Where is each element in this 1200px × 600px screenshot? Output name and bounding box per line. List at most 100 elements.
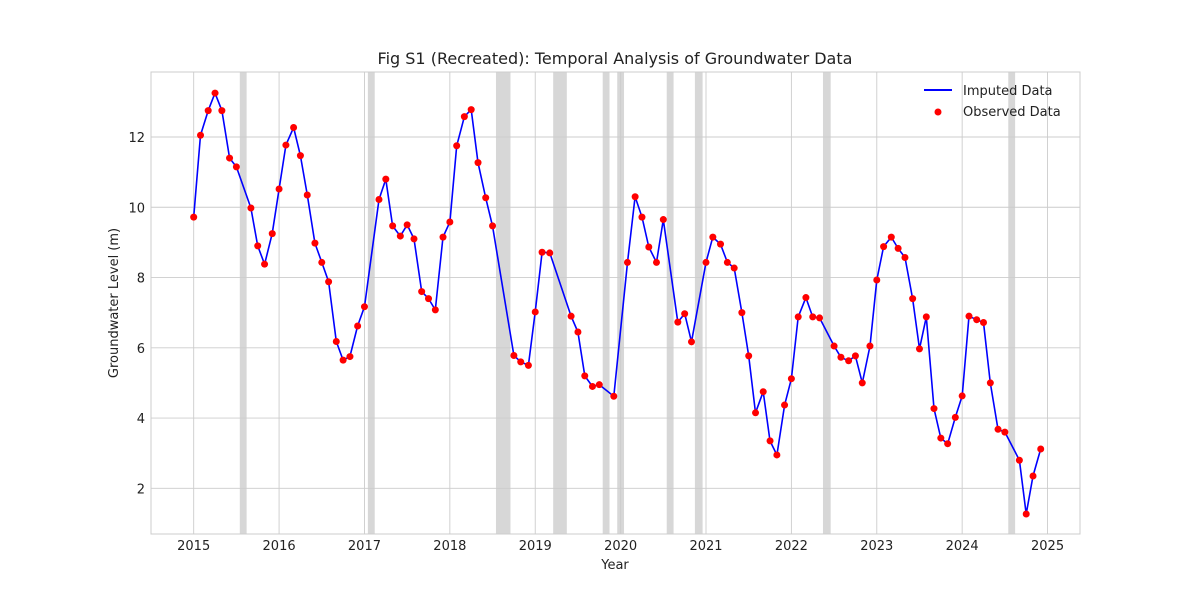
observed-point-68	[745, 352, 753, 360]
observed-point-90	[909, 295, 917, 303]
observed-point-84	[866, 342, 874, 350]
observed-point-77	[809, 313, 817, 321]
observed-point-82	[851, 352, 859, 360]
observed-point-4	[218, 107, 226, 115]
observed-point-104	[1015, 456, 1023, 464]
observed-point-95	[944, 440, 952, 448]
plot-frame	[150, 71, 1081, 535]
observed-point-22	[354, 322, 362, 330]
observed-point-74	[787, 375, 795, 383]
observed-point-106	[1029, 472, 1037, 480]
x-tick-label: 2022	[775, 539, 808, 554]
observed-point-62	[702, 258, 710, 266]
observed-point-48	[574, 328, 582, 336]
observed-point-87	[887, 233, 895, 241]
y-axis-label: Groundwater Level (m)	[107, 228, 122, 378]
missing-period-1	[367, 72, 375, 534]
observed-point-47	[567, 312, 575, 320]
observed-point-23	[360, 303, 368, 311]
legend: Imputed Data Observed Data	[924, 84, 1061, 120]
y-tick-label: 8	[137, 272, 145, 287]
observed-point-27	[396, 232, 404, 240]
observed-point-57	[652, 258, 660, 266]
observed-point-64	[717, 240, 725, 248]
observed-point-43	[524, 361, 532, 369]
observed-point-65	[723, 258, 731, 266]
observed-point-49	[581, 372, 589, 380]
observed-point-40	[489, 222, 497, 230]
axes: 2015 2016 2017 2018 2019 2020 2021 2022 2023 2024…	[128, 71, 1081, 554]
observed-point-19	[332, 337, 340, 345]
observed-point-45	[538, 248, 546, 256]
observed-point-15	[303, 191, 311, 199]
observed-point-81	[845, 357, 853, 365]
observed-point-54	[631, 193, 639, 201]
observed-point-66	[730, 264, 738, 272]
observed-point-2	[204, 107, 212, 115]
observed-point-51	[595, 381, 603, 389]
observed-point-59	[674, 318, 682, 326]
observed-point-26	[389, 222, 397, 230]
legend-label-observed: Observed Data	[963, 105, 1061, 120]
observed-point-11	[275, 185, 283, 193]
observed-point-88	[894, 244, 902, 252]
observed-point-36	[460, 113, 468, 121]
observed-point-71	[766, 437, 774, 445]
missing-period-8	[822, 72, 831, 534]
observed-point-83	[858, 379, 866, 387]
observed-point-97	[958, 392, 966, 400]
chart-title: Fig S1 (Recreated): Temporal Analysis of…	[378, 49, 853, 68]
observed-point-20	[339, 356, 347, 364]
observed-point-91	[915, 345, 923, 353]
observed-point-73	[781, 401, 789, 409]
missing-period-0	[239, 72, 247, 534]
observed-point-28	[403, 221, 411, 229]
x-tick-label: 2020	[604, 539, 637, 554]
observed-point-89	[901, 254, 909, 262]
observed-point-17	[318, 258, 326, 266]
missing-period-9	[1008, 72, 1016, 534]
missing-period-4	[602, 72, 610, 534]
observed-points	[190, 89, 1045, 518]
observed-point-35	[453, 142, 461, 150]
observed-point-61	[687, 338, 695, 346]
observed-point-13	[290, 124, 298, 132]
observed-point-32	[431, 306, 439, 314]
observed-point-92	[922, 313, 930, 321]
observed-point-105	[1022, 510, 1030, 518]
x-tick-label: 2025	[1031, 539, 1064, 554]
observed-point-86	[880, 243, 888, 251]
observed-point-6	[232, 163, 240, 171]
observed-point-94	[937, 434, 945, 442]
x-tick-label: 2024	[946, 539, 979, 554]
observed-point-8	[254, 242, 262, 250]
x-tick-label: 2015	[177, 539, 210, 554]
y-tick-label: 12	[128, 131, 145, 146]
observed-point-70	[759, 388, 767, 396]
x-tick-label: 2016	[263, 539, 296, 554]
observed-point-99	[973, 316, 981, 324]
y-tick-label: 4	[137, 412, 145, 427]
observed-point-33	[439, 233, 447, 241]
observed-point-34	[446, 218, 454, 226]
observed-point-37	[467, 106, 475, 114]
x-tick-label: 2021	[689, 539, 722, 554]
observed-point-53	[623, 258, 631, 266]
observed-point-101	[986, 379, 994, 387]
observed-point-0	[190, 213, 198, 221]
observed-point-102	[994, 425, 1002, 433]
observed-point-24	[375, 196, 383, 204]
y-tick-label: 10	[128, 201, 145, 216]
missing-period-6	[666, 72, 674, 534]
observed-point-72	[773, 451, 781, 459]
observed-point-78	[816, 314, 824, 322]
observed-point-93	[930, 405, 938, 413]
observed-point-21	[346, 353, 354, 361]
missing-period-2	[495, 72, 511, 534]
imputed-data-line	[192, 92, 1042, 515]
x-axis-label: Year	[600, 558, 629, 573]
legend-label-imputed: Imputed Data	[963, 84, 1053, 99]
observed-point-107	[1037, 445, 1045, 453]
observed-point-100	[980, 318, 988, 326]
